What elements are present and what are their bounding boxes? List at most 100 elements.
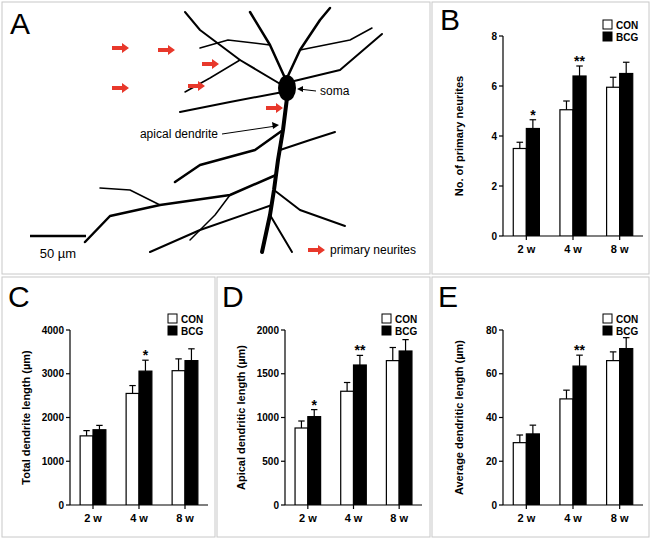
y-tick-label: 6 [491, 81, 497, 92]
y-tick [499, 185, 503, 186]
x-tick [138, 505, 139, 509]
marks [295, 340, 412, 505]
error-bar [563, 101, 570, 110]
y-tick [281, 373, 285, 374]
panel-label: D [222, 280, 244, 313]
error-cap [530, 425, 537, 426]
error-bar [623, 62, 630, 73]
y-tick-label: 3000 [42, 368, 65, 379]
dendrite [150, 205, 272, 252]
y-tick [499, 329, 503, 330]
bar [620, 349, 633, 505]
neuron-panel: Asomaapical dendrite50 µmprimary neurite… [10, 7, 416, 261]
error-stem [347, 383, 348, 392]
x-tick-label: 8 w [611, 512, 629, 524]
error-cap [96, 425, 102, 426]
bar [607, 87, 620, 236]
error-cap [83, 430, 89, 431]
error-cap [623, 62, 630, 63]
legend-label: CON [181, 314, 203, 325]
panel-label: C [8, 280, 30, 313]
x-tick-label: 8 w [390, 512, 408, 524]
dendrite [190, 195, 230, 240]
error-stem [132, 386, 133, 394]
error-stem [301, 421, 302, 428]
x-tick-label: 2 w [84, 512, 102, 524]
bar [526, 434, 539, 505]
error-stem [613, 352, 614, 361]
legend-swatch [168, 314, 177, 323]
dendrite [280, 132, 335, 150]
red-arrow [308, 245, 325, 255]
error-cap [298, 420, 304, 421]
error-bar [175, 359, 181, 371]
x-tick [92, 505, 93, 509]
bar [386, 361, 399, 505]
error-stem [519, 142, 520, 148]
y-tick-label: 0 [491, 231, 497, 242]
error-cap [610, 351, 617, 352]
error-cap [402, 339, 408, 340]
error-bar [298, 421, 304, 428]
soma-shape [278, 75, 296, 101]
y-tick [281, 417, 285, 418]
bar-chart: CTotal dendrite length (µm)0100020003000… [8, 280, 208, 524]
y-tick-label: 0 [273, 500, 279, 511]
red-arrow [188, 81, 205, 91]
error-bar [402, 340, 408, 351]
pointer-head [272, 122, 279, 129]
x-tick [619, 236, 620, 240]
error-cap [517, 142, 524, 143]
error-cap [188, 348, 194, 349]
y-tick-label: 60 [486, 368, 498, 379]
legend-swatch [603, 20, 612, 29]
y-tick [66, 373, 70, 374]
significance: * [312, 397, 318, 413]
bar [560, 399, 573, 505]
dendrite [290, 34, 382, 82]
bar [560, 110, 573, 236]
error-stem [566, 390, 567, 399]
x-tick [619, 505, 620, 509]
panel-label: A [10, 7, 30, 40]
bar [573, 76, 586, 236]
bar [513, 149, 526, 237]
bar [513, 443, 526, 505]
x-tick-label: 4 w [130, 512, 148, 524]
y-tick [499, 461, 503, 462]
y-tick-label: 8 [491, 31, 497, 42]
y-tick [66, 504, 70, 505]
significance: * [530, 107, 536, 123]
panel-frame [432, 277, 649, 537]
error-bar [610, 77, 617, 87]
legend-swatch [603, 32, 612, 41]
bar-chart: EAverage dendritic length (µm)0204060802… [438, 280, 643, 524]
error-bar [610, 352, 617, 361]
bar [354, 365, 367, 505]
marks [513, 62, 632, 236]
panel-frame [217, 277, 430, 537]
error-bar [83, 431, 89, 436]
pointer-head [297, 86, 303, 92]
bar [80, 436, 93, 505]
error-stem [519, 435, 520, 443]
x-tick [572, 236, 573, 240]
x-tick-label: 8 w [176, 512, 194, 524]
y-tick [499, 373, 503, 374]
y-tick [499, 135, 503, 136]
legend-label: CON [616, 20, 638, 31]
error-stem [392, 348, 393, 361]
background [0, 0, 651, 539]
legend-label: BCG [616, 326, 638, 337]
error-stem [532, 425, 533, 434]
significance: ** [574, 342, 585, 358]
y-tick [66, 417, 70, 418]
scale-bar [30, 235, 86, 238]
error-bar [517, 142, 524, 148]
bar [139, 371, 152, 505]
error-bar [344, 383, 350, 392]
legend-label: CON [395, 314, 417, 325]
panel-label: E [438, 280, 458, 313]
error-stem [405, 340, 406, 351]
error-stem [99, 425, 100, 429]
